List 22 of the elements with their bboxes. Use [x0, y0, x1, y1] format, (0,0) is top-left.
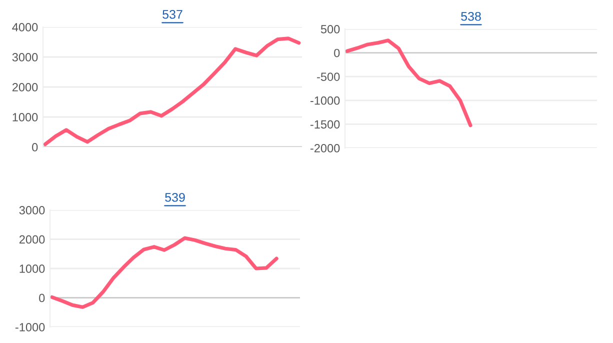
y-tick-label: 4000 — [12, 23, 38, 32]
chart-title: 538 — [461, 12, 481, 21]
y-tick-label: 1000 — [20, 264, 45, 273]
y-tick-label: -1000 — [15, 323, 45, 332]
y-tick-label: -1500 — [310, 120, 340, 129]
y-tick-label: 500 — [320, 25, 340, 34]
y-tick-label: 0 — [334, 48, 340, 58]
line-series — [50, 236, 278, 309]
y-tick-label: -500 — [317, 72, 340, 81]
y-tick-label: 3000 — [12, 53, 38, 62]
line-series — [43, 36, 301, 146]
y-tick-label: 0 — [32, 143, 38, 152]
y-tick-label: 3000 — [19, 206, 45, 214]
y-tick-label: 0 — [39, 294, 45, 302]
y-tick-label: -2000 — [310, 144, 340, 152]
y-tick-label: -1000 — [310, 96, 340, 105]
chart-title: 537 — [162, 10, 182, 19]
y-tick-label: 1000 — [12, 113, 38, 122]
chart-title: 539 — [165, 192, 185, 202]
y-tick-label: 2000 — [12, 83, 38, 92]
y-tick-label: 2000 — [19, 235, 45, 244]
line-series — [345, 38, 472, 128]
